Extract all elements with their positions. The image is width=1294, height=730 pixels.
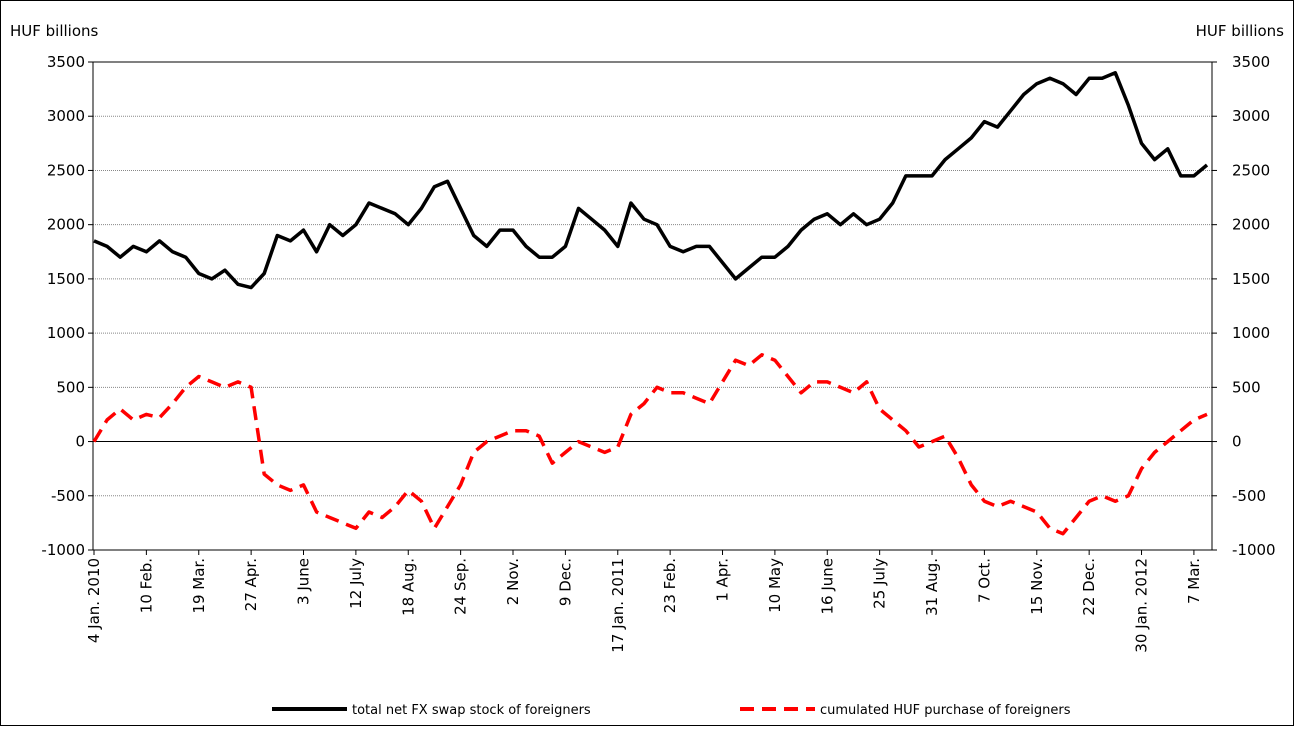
x-tick-label: 4 Jan. 2010 xyxy=(85,558,103,643)
series-line xyxy=(93,71,1209,290)
x-tick-label: 30 Jan. 2012 xyxy=(1133,558,1151,653)
legend-label: total net FX swap stock of foreigners xyxy=(352,703,591,718)
x-tick-label: 1 Apr. xyxy=(714,558,732,602)
x-tick-label: 19 Mar. xyxy=(190,558,208,614)
y-tick-label: 500 xyxy=(56,378,85,396)
x-tick-label: 31 Aug. xyxy=(923,558,941,616)
x-tick-label: 25 July xyxy=(871,558,889,609)
x-tick-label: 16 June xyxy=(818,558,836,615)
y-tick-label: 3500 xyxy=(47,53,85,71)
plot-area xyxy=(92,61,1213,551)
x-tick-label: 7 Mar. xyxy=(1185,558,1203,604)
x-tick-label: 2 Nov. xyxy=(504,558,522,605)
y2-tick-label: 3000 xyxy=(1232,107,1270,125)
x-tick-label: 24 Sep. xyxy=(452,558,470,615)
y2-tick-label: 1500 xyxy=(1232,270,1270,288)
y2-tick-label: -1000 xyxy=(1232,541,1276,559)
legend-label: cumulated HUF purchase of foreigners xyxy=(820,703,1071,718)
y-tick-label: -500 xyxy=(51,487,85,505)
y-tick-label: 1000 xyxy=(47,324,85,342)
x-tick-label: 7 Oct. xyxy=(975,558,993,603)
x-tick-label: 22 Dec. xyxy=(1080,558,1098,616)
y-tick-label: -1000 xyxy=(41,541,85,559)
x-tick-label: 27 Apr. xyxy=(242,558,260,611)
x-tick-label: 3 June xyxy=(295,558,313,605)
y-tick-label: 3000 xyxy=(47,107,85,125)
y-axis-label: HUF billions xyxy=(10,22,99,40)
y2-tick-label: 2500 xyxy=(1232,161,1270,179)
x-tick-label: 23 Feb. xyxy=(661,558,679,613)
y-tick-label: 2500 xyxy=(47,161,85,179)
x-tick-label: 10 May xyxy=(766,558,784,613)
x-tick-label: 12 July xyxy=(347,558,365,609)
y2-tick-label: 2000 xyxy=(1232,216,1270,234)
y2-tick-label: 1000 xyxy=(1232,324,1270,342)
y-tick-label: 2000 xyxy=(47,216,85,234)
x-tick-label: 9 Dec. xyxy=(556,558,574,606)
y2-axis-label: HUF billions xyxy=(1196,22,1285,40)
x-tick-label: 18 Aug. xyxy=(399,558,417,616)
y-tick-label: 1500 xyxy=(47,270,85,288)
x-tick-label: 10 Feb. xyxy=(137,558,155,613)
y2-tick-label: 500 xyxy=(1232,378,1261,396)
y-tick-label: 0 xyxy=(75,433,85,451)
x-tick-label: 17 Jan. 2011 xyxy=(609,558,627,653)
y2-tick-label: 0 xyxy=(1232,433,1242,451)
y2-tick-label: 3500 xyxy=(1232,53,1270,71)
y2-tick-label: -500 xyxy=(1232,487,1266,505)
x-tick-label: 15 Nov. xyxy=(1028,558,1046,615)
